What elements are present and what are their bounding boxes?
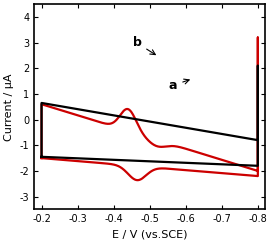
Text: a: a [169, 79, 189, 92]
Y-axis label: Current / μA: Current / μA [4, 73, 14, 141]
X-axis label: E / V (vs.SCE): E / V (vs.SCE) [112, 230, 187, 240]
Text: b: b [133, 37, 155, 55]
